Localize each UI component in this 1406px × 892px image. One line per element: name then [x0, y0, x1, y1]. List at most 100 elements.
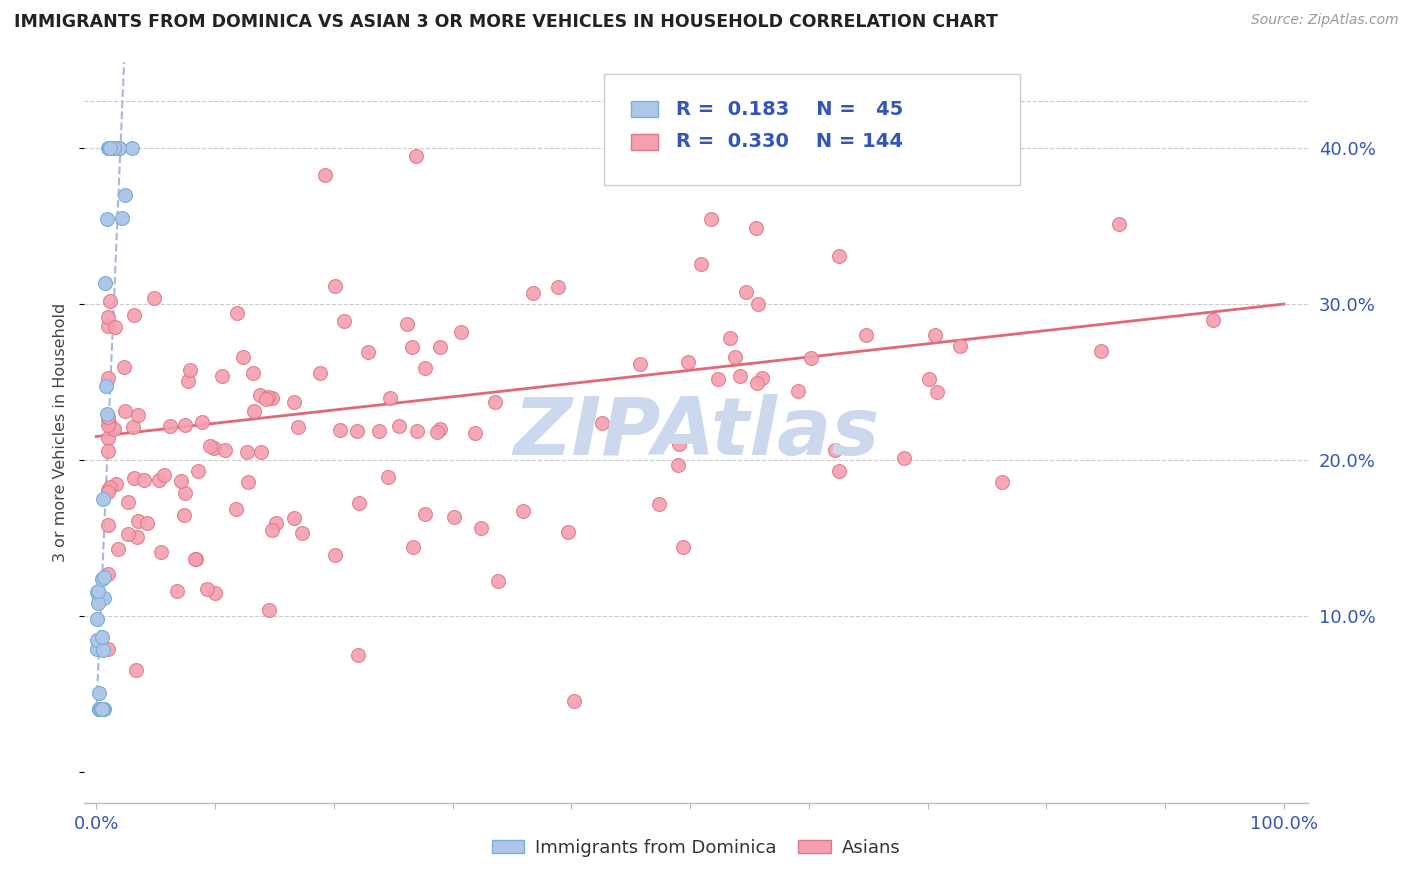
FancyBboxPatch shape	[605, 73, 1021, 185]
Point	[117, 495, 139, 509]
Point	[91, 572, 114, 586]
Point	[91, 643, 114, 657]
Point	[443, 510, 465, 524]
Point	[924, 327, 946, 342]
Point	[990, 475, 1012, 489]
Point	[91, 630, 114, 644]
Point	[690, 257, 713, 271]
Point	[734, 285, 756, 299]
Point	[672, 541, 695, 555]
Point	[1108, 217, 1130, 231]
Point	[159, 419, 181, 434]
Point	[323, 278, 346, 293]
Point	[557, 524, 579, 539]
Point	[98, 141, 121, 155]
Point	[142, 291, 165, 305]
Point	[450, 326, 472, 340]
Point	[111, 211, 134, 226]
Point	[170, 474, 193, 488]
Point	[347, 496, 370, 510]
Point	[103, 422, 125, 436]
Point	[148, 474, 170, 488]
Point	[97, 431, 120, 445]
Point	[1090, 344, 1112, 359]
Point	[184, 552, 207, 566]
Point	[90, 702, 112, 716]
Point	[243, 403, 266, 417]
Point	[100, 141, 122, 155]
Point	[751, 371, 773, 385]
Point	[562, 694, 585, 708]
Point	[90, 702, 112, 716]
Point	[112, 360, 135, 375]
Legend: Immigrants from Dominica, Asians: Immigrants from Dominica, Asians	[485, 831, 907, 864]
Point	[184, 552, 207, 566]
Point	[405, 424, 427, 438]
Point	[333, 314, 356, 328]
Point	[97, 319, 120, 334]
Point	[628, 357, 651, 371]
Point	[108, 141, 131, 155]
Point	[93, 570, 115, 584]
Point	[179, 363, 201, 377]
Point	[700, 211, 723, 226]
Point	[800, 351, 823, 365]
Point	[512, 504, 534, 518]
Point	[730, 368, 752, 383]
Point	[94, 277, 117, 291]
Point	[90, 702, 112, 716]
Point	[949, 339, 972, 353]
Point	[395, 317, 418, 331]
Point	[174, 486, 197, 500]
Point	[356, 345, 378, 359]
Point	[204, 586, 226, 600]
Point	[96, 379, 118, 393]
Point	[238, 475, 260, 489]
Point	[97, 410, 120, 425]
Point	[96, 211, 118, 226]
Point	[287, 420, 309, 434]
Point	[425, 425, 447, 439]
Point	[402, 540, 425, 554]
Point	[264, 516, 287, 530]
Point	[173, 508, 195, 523]
Point	[309, 366, 332, 380]
Point	[121, 141, 143, 155]
Point	[254, 392, 277, 406]
Point	[745, 221, 768, 235]
Point	[98, 294, 121, 309]
Point	[522, 285, 544, 300]
Point	[97, 485, 120, 500]
Point	[86, 633, 108, 648]
Point	[225, 501, 247, 516]
Point	[90, 702, 112, 716]
Point	[97, 310, 120, 324]
Point	[413, 361, 436, 376]
Point	[640, 118, 662, 132]
Point	[117, 527, 139, 541]
Point	[97, 417, 120, 432]
Point	[257, 603, 280, 617]
Point	[283, 510, 305, 524]
Point	[127, 514, 149, 528]
Point	[257, 390, 280, 404]
Point	[198, 439, 221, 453]
Point	[86, 642, 108, 657]
Point	[96, 407, 118, 421]
Point	[367, 425, 389, 439]
Point	[97, 444, 120, 458]
Point	[724, 350, 747, 364]
Point	[925, 384, 948, 399]
Point	[314, 169, 336, 183]
Point	[380, 392, 402, 406]
Text: R =  0.330    N = 144: R = 0.330 N = 144	[676, 132, 904, 151]
Point	[97, 483, 120, 498]
Point	[346, 424, 368, 438]
Point	[124, 471, 146, 485]
Point	[828, 464, 851, 478]
Point	[104, 319, 127, 334]
Point	[747, 376, 769, 391]
Point	[86, 612, 108, 626]
Point	[97, 566, 120, 581]
Point	[323, 548, 346, 562]
